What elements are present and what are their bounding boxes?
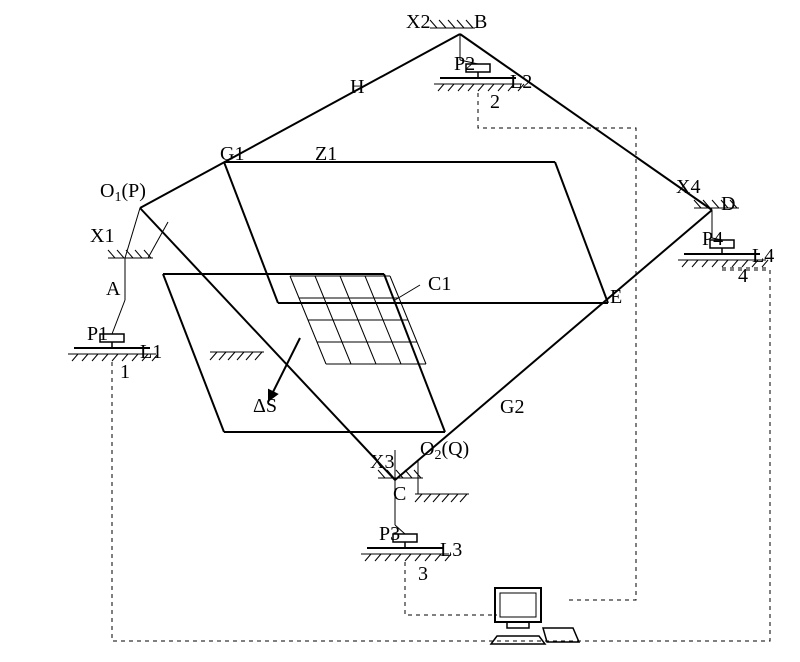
label-C: C xyxy=(393,483,406,505)
label-n4: 4 xyxy=(738,265,748,287)
label-E: E xyxy=(610,286,622,308)
label-L4: L4 xyxy=(752,245,774,267)
label-A: A xyxy=(106,278,121,300)
label-X2: X2 xyxy=(406,11,430,33)
label-n3: 3 xyxy=(418,563,428,585)
label-n1: 1 xyxy=(120,361,130,383)
label-P4: P4 xyxy=(702,228,723,250)
label-Z1: Z1 xyxy=(315,143,337,165)
label-H: H xyxy=(350,76,364,98)
label-B: B xyxy=(474,11,487,33)
label-L2: L2 xyxy=(510,71,532,93)
label-P1: P1 xyxy=(87,323,108,345)
label-P2: P2 xyxy=(454,53,475,75)
label-D: D xyxy=(721,193,735,215)
label-dS: ΔS xyxy=(253,395,277,417)
label-X1: X1 xyxy=(90,225,114,247)
label-L3: L3 xyxy=(440,539,462,561)
label-C1: C1 xyxy=(428,273,451,295)
label-P3: P3 xyxy=(379,523,400,545)
label-O2Q: O2(Q) xyxy=(420,438,469,463)
label-n2: 2 xyxy=(490,91,500,113)
label-L1: L1 xyxy=(140,341,162,363)
label-G2: G2 xyxy=(500,396,524,418)
label-X3: X3 xyxy=(370,451,394,473)
label-X4: X4 xyxy=(676,176,700,198)
label-O1P: O1(P) xyxy=(100,180,146,205)
diagram-svg: A B C D E H O1(P) O2(Q) G1 G2 Z1 C1 ΔS X1 X2 X3 X4 P1 P2 P3… xyxy=(0,0,800,662)
label-G1: G1 xyxy=(220,143,244,165)
computer-icon xyxy=(491,588,579,644)
